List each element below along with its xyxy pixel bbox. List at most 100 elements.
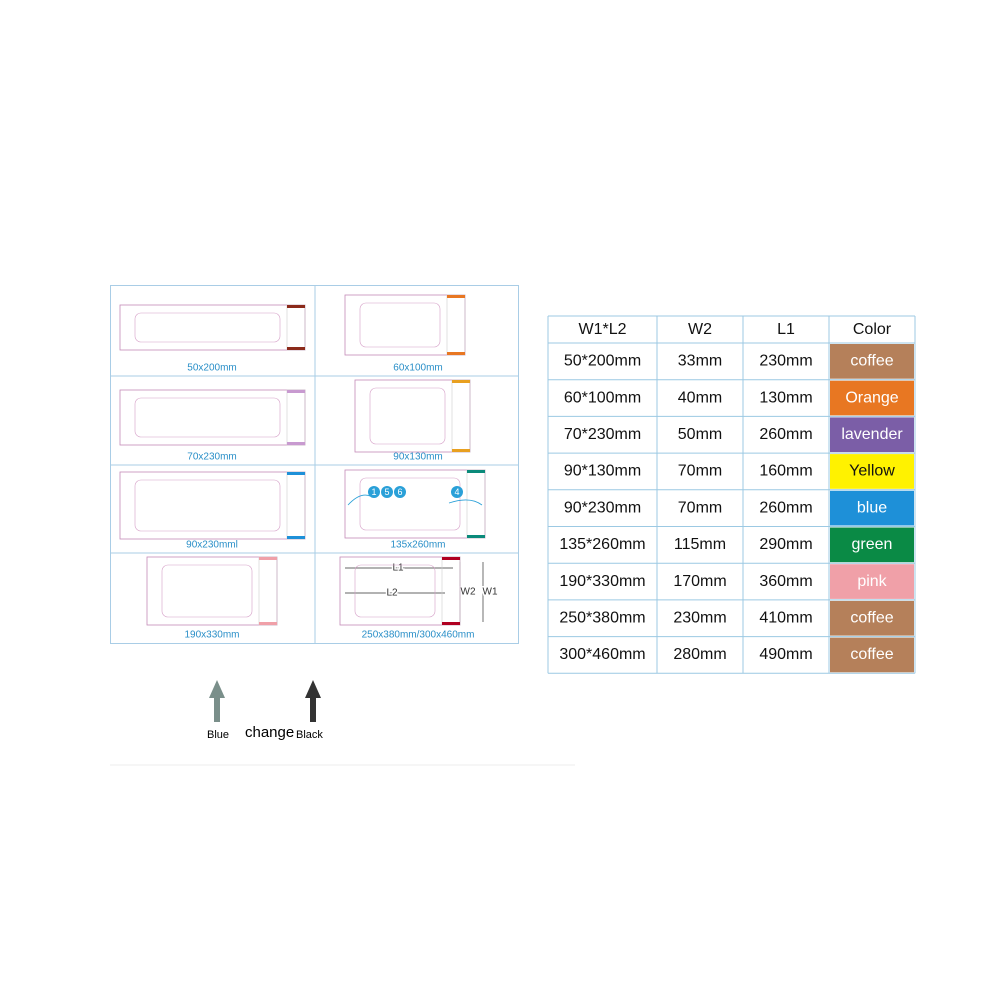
table-cell: 70mm xyxy=(678,499,722,516)
pouch-seal xyxy=(286,304,306,351)
color-swatch xyxy=(830,600,914,636)
dim-label: W1 xyxy=(483,587,498,598)
table-cell: 300*460mm xyxy=(559,646,645,663)
table-cell: blue xyxy=(857,499,887,516)
table-cell: 50mm xyxy=(678,426,722,443)
dimension-diagram: L1 L2 W2 W1 xyxy=(345,561,499,622)
table-cell: green xyxy=(852,536,893,553)
marker xyxy=(394,486,406,498)
pouch-tab xyxy=(452,449,470,452)
table-cell: 40mm xyxy=(678,389,722,406)
pouch-seal xyxy=(446,294,466,356)
pouch-tab xyxy=(287,390,305,393)
panel-caption: 50x200mm xyxy=(187,363,236,374)
marker-label: 4 xyxy=(454,487,459,497)
panel-caption: 90x230mml xyxy=(186,540,238,551)
pouch-inner xyxy=(359,477,461,531)
pouch-inner xyxy=(134,397,281,438)
pouch-tab xyxy=(442,557,460,560)
table-cell: 90*130mm xyxy=(564,463,641,480)
pouch-inner xyxy=(354,564,436,618)
table-cell: 70mm xyxy=(678,463,722,480)
color-swatch xyxy=(830,490,914,526)
pouch xyxy=(146,556,278,626)
pouch xyxy=(119,471,306,540)
table-cell: lavender xyxy=(841,426,903,443)
table-cell: 190*330mm xyxy=(559,573,645,590)
pouch-tab xyxy=(259,622,277,625)
table-cell: 170mm xyxy=(673,573,726,590)
table-cell: pink xyxy=(857,573,887,590)
pouch xyxy=(344,469,486,539)
arrow-blue xyxy=(209,680,225,722)
table-header: Color xyxy=(853,321,892,338)
table-cell: 260mm xyxy=(759,426,812,443)
pouch-seal xyxy=(441,556,461,626)
legend-label: Blue xyxy=(207,729,229,741)
pouch-tab xyxy=(467,470,485,473)
table-cell: 230mm xyxy=(759,353,812,370)
pouch-tab xyxy=(442,622,460,625)
table-cell: 490mm xyxy=(759,646,812,663)
table-cell: 135*260mm xyxy=(559,536,645,553)
color-swatch xyxy=(830,527,914,563)
table-cell: 230mm xyxy=(673,609,726,626)
table-cell: 410mm xyxy=(759,609,812,626)
pouch-tab xyxy=(287,305,305,308)
arrow-black xyxy=(305,680,321,722)
pouch-inner xyxy=(134,312,281,343)
pouch-seal xyxy=(286,389,306,446)
panel-caption: 90x130mm xyxy=(393,452,442,463)
marker-line xyxy=(347,494,371,506)
pouch-tab xyxy=(447,295,465,298)
pouch-inner xyxy=(359,302,441,348)
panel-caption: 60x100mm xyxy=(393,363,442,374)
table-cell: Orange xyxy=(845,389,898,406)
pouch-tab xyxy=(287,536,305,539)
pouch-seal xyxy=(466,469,486,539)
pouch-tab xyxy=(287,472,305,475)
pouch-tab xyxy=(287,347,305,350)
pouch-inner xyxy=(134,479,281,532)
color-swatch xyxy=(830,454,914,489)
table-cell: 160mm xyxy=(759,463,812,480)
dim-label: W2 xyxy=(461,587,476,598)
dim-label: L1 xyxy=(392,563,404,574)
marker-line xyxy=(448,499,483,506)
pouch-tab xyxy=(287,442,305,445)
color-swatch xyxy=(830,564,914,599)
table-cell: 130mm xyxy=(759,389,812,406)
pouch-tab xyxy=(259,557,277,560)
panel-caption: 70x230mm xyxy=(187,452,236,463)
pouch-seal xyxy=(258,556,278,626)
pouch-tab xyxy=(452,380,470,383)
panel-caption: 190x330mm xyxy=(184,630,239,641)
pouch xyxy=(354,379,471,453)
table-cell: coffee xyxy=(850,353,893,370)
panel-caption: 250x380mm/300x460mm xyxy=(362,630,475,641)
table-cell: 70*230mm xyxy=(564,426,641,443)
table-cell: 50*200mm xyxy=(564,353,641,370)
table-cell: 290mm xyxy=(759,536,812,553)
table-cell: 250*380mm xyxy=(559,609,645,626)
pouch-seal xyxy=(451,379,471,453)
pouch-inner xyxy=(161,564,253,618)
table-header: W1*L2 xyxy=(578,321,626,338)
table-cell: 280mm xyxy=(673,646,726,663)
marker xyxy=(381,486,393,498)
color-swatch xyxy=(830,380,914,416)
color-swatch xyxy=(830,344,914,379)
pouch-tab xyxy=(447,352,465,355)
pouch xyxy=(119,304,306,351)
pouch-inner xyxy=(369,387,446,445)
marker-label: 6 xyxy=(397,487,402,497)
table-cell: 260mm xyxy=(759,499,812,516)
table-cell: coffee xyxy=(850,609,893,626)
dim-label: L2 xyxy=(386,588,398,599)
table-cell: 33mm xyxy=(678,353,722,370)
table-header: L1 xyxy=(777,321,795,338)
pouch-seal xyxy=(286,471,306,540)
table-cell: 115mm xyxy=(674,536,726,553)
table-cell: Yellow xyxy=(849,463,895,480)
